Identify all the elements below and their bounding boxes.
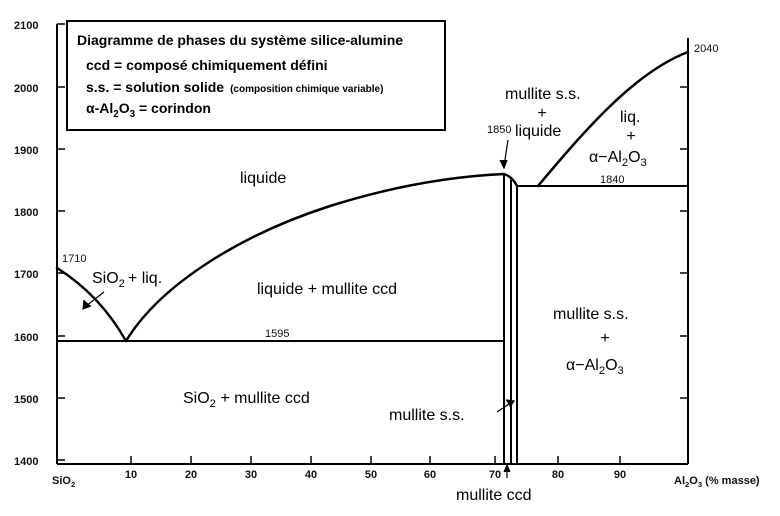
y-tick-label: 1700	[14, 269, 38, 281]
x-tick-marks	[130, 456, 621, 464]
region-mullite-ss-liquide-2: liquide	[515, 123, 561, 140]
region-liq-alpha-2: α−Al2O3	[589, 149, 647, 169]
region-liquide: liquide	[240, 170, 286, 187]
legend-ccd: ccd = composé chimiquement défini	[86, 57, 328, 73]
x-tick-labels: 10 20 30 40 50 60 70 80 90 SiO2 Al2O3 (%…	[52, 469, 760, 489]
y-tick-labels: 2100 2000 1900 1800 1700 1600 1500 1400	[14, 20, 38, 468]
x-tick-label: 40	[305, 469, 317, 481]
y-tick-label: 1500	[14, 394, 38, 406]
temp-1840: 1840	[600, 174, 624, 186]
corundum-liquidus-curve	[536, 50, 690, 188]
y-tick-label: 1600	[14, 332, 38, 344]
arrow-sio2-liq	[85, 291, 105, 307]
x-axis-left-label: SiO2	[52, 475, 75, 489]
temp-2040: 2040	[694, 43, 718, 55]
region-mullite-alpha-1: mullite s.s.	[553, 306, 629, 323]
y-tick-label: 2100	[14, 20, 38, 32]
region-mullite-alpha-plus: +	[600, 330, 609, 347]
x-tick-label: 60	[424, 469, 436, 481]
y-tick-label: 1900	[14, 145, 38, 157]
legend-frame	[66, 20, 446, 131]
sio2-liquidus-curve	[55, 266, 128, 343]
arrows	[82, 139, 516, 478]
legend-title: Diagramme de phases du système silice-al…	[77, 32, 403, 48]
x-tick-label: 10	[125, 469, 137, 481]
temp-1710: 1710	[62, 253, 86, 265]
label-mullite-ccd: mullite ccd	[456, 487, 532, 504]
x-tick-label: 70	[489, 469, 501, 481]
x-tick-label: 90	[614, 469, 626, 481]
region-mullite-alpha-2: α−Al2O3	[566, 357, 624, 377]
region-liq-alpha-1: liq.	[620, 109, 640, 126]
x-axis-right-label: Al2O3 (% masse)	[674, 475, 760, 489]
legend-box: Diagramme de phases du système silice-al…	[66, 20, 446, 131]
mullite-liquidus-curve	[124, 172, 519, 343]
region-mullite-ss-liquide-1: mullite s.s.	[505, 86, 581, 103]
region-mullite-ss-liquide-plus: +	[537, 105, 546, 122]
x-tick-label: 80	[552, 469, 564, 481]
y-tick-marks	[57, 23, 688, 461]
phase-boundaries	[55, 50, 690, 465]
y-tick-label: 1400	[14, 456, 38, 468]
region-liquide-mullite: liquide + mullite ccd	[257, 281, 397, 298]
axes-frame	[56, 24, 689, 465]
temp-1850: 1850	[487, 124, 511, 136]
legend-alpha: α-Al2O3 = corindon	[86, 100, 211, 120]
legend-ss: s.s. = solution solide (composition chimi…	[86, 79, 383, 95]
region-sio2-liq: SiO2 + liq.	[92, 270, 162, 290]
label-mullite-ss: mullite s.s.	[389, 407, 465, 424]
y-tick-label: 1800	[14, 207, 38, 219]
x-tick-label: 20	[185, 469, 197, 481]
region-sio2-mullite: SiO2 + mullite ccd	[183, 390, 310, 410]
temp-1595: 1595	[265, 328, 289, 340]
region-liq-alpha-plus: +	[626, 128, 635, 145]
y-tick-label: 2000	[14, 83, 38, 95]
x-tick-label: 30	[245, 469, 257, 481]
x-tick-label: 50	[365, 469, 377, 481]
